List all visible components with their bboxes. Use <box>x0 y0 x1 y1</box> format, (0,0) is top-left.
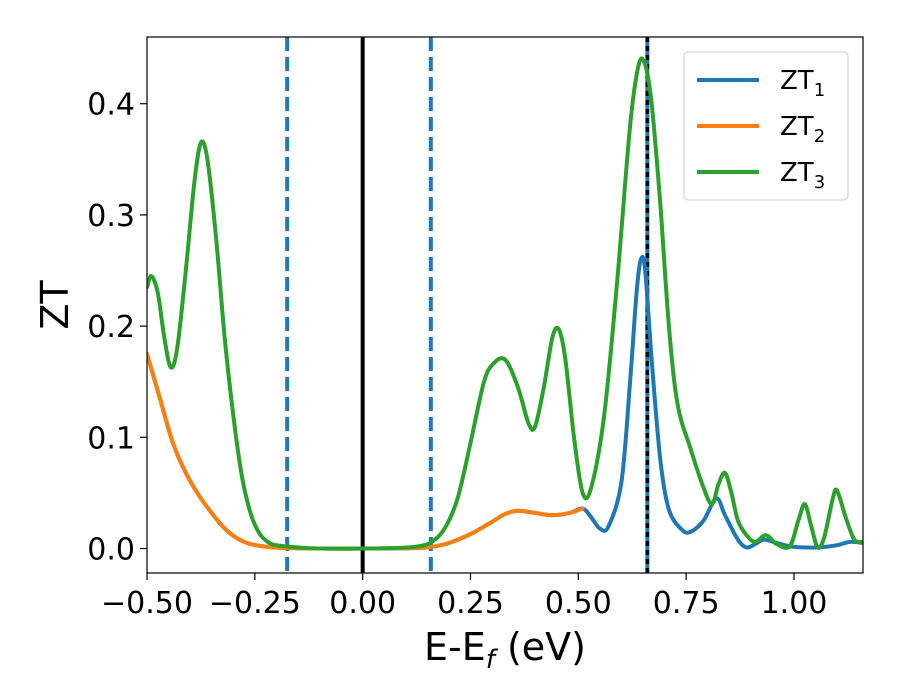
y-tick-label: 0.4 <box>87 88 135 123</box>
x-axis-ticks: −0.50 −0.25 0.00 0.25 0.50 0.75 1.00 <box>101 573 827 621</box>
y-tick-label: 0.1 <box>87 421 135 456</box>
legend-entries: ZT1 ZT2 ZT3 <box>697 66 825 193</box>
legend-label-zt3: ZT3 <box>780 158 825 193</box>
legend-label-zt1: ZT1 <box>780 66 825 101</box>
x-tick-label: −0.50 <box>101 586 193 621</box>
x-tick-label: 0.75 <box>653 586 720 621</box>
y-axis-title: ZT <box>33 280 77 330</box>
x-tick-label: 0.50 <box>545 586 612 621</box>
y-axis-ticks: 0.0 0.1 0.2 0.3 0.4 <box>87 88 147 568</box>
y-tick-label: 0.2 <box>87 310 135 345</box>
y-tick-label: 0.0 <box>87 533 135 568</box>
series-layer <box>147 56 863 551</box>
series-line-zt1 <box>147 254 863 551</box>
plot-frame <box>146 36 864 574</box>
legend-box <box>683 51 849 201</box>
legend-label-zt2: ZT2 <box>780 112 825 147</box>
x-tick-label: 1.00 <box>761 586 828 621</box>
series-line-zt3 <box>147 56 863 551</box>
legend: ZT1 ZT2 ZT3 <box>683 51 849 201</box>
x-tick-label: 0.25 <box>437 586 504 621</box>
reference-lines <box>285 37 650 573</box>
x-tick-label: 0.00 <box>329 586 396 621</box>
y-tick-label: 0.3 <box>87 199 135 234</box>
x-tick-label: −0.25 <box>209 586 301 621</box>
x-axis-title: E-Ef (eV) <box>424 625 586 675</box>
